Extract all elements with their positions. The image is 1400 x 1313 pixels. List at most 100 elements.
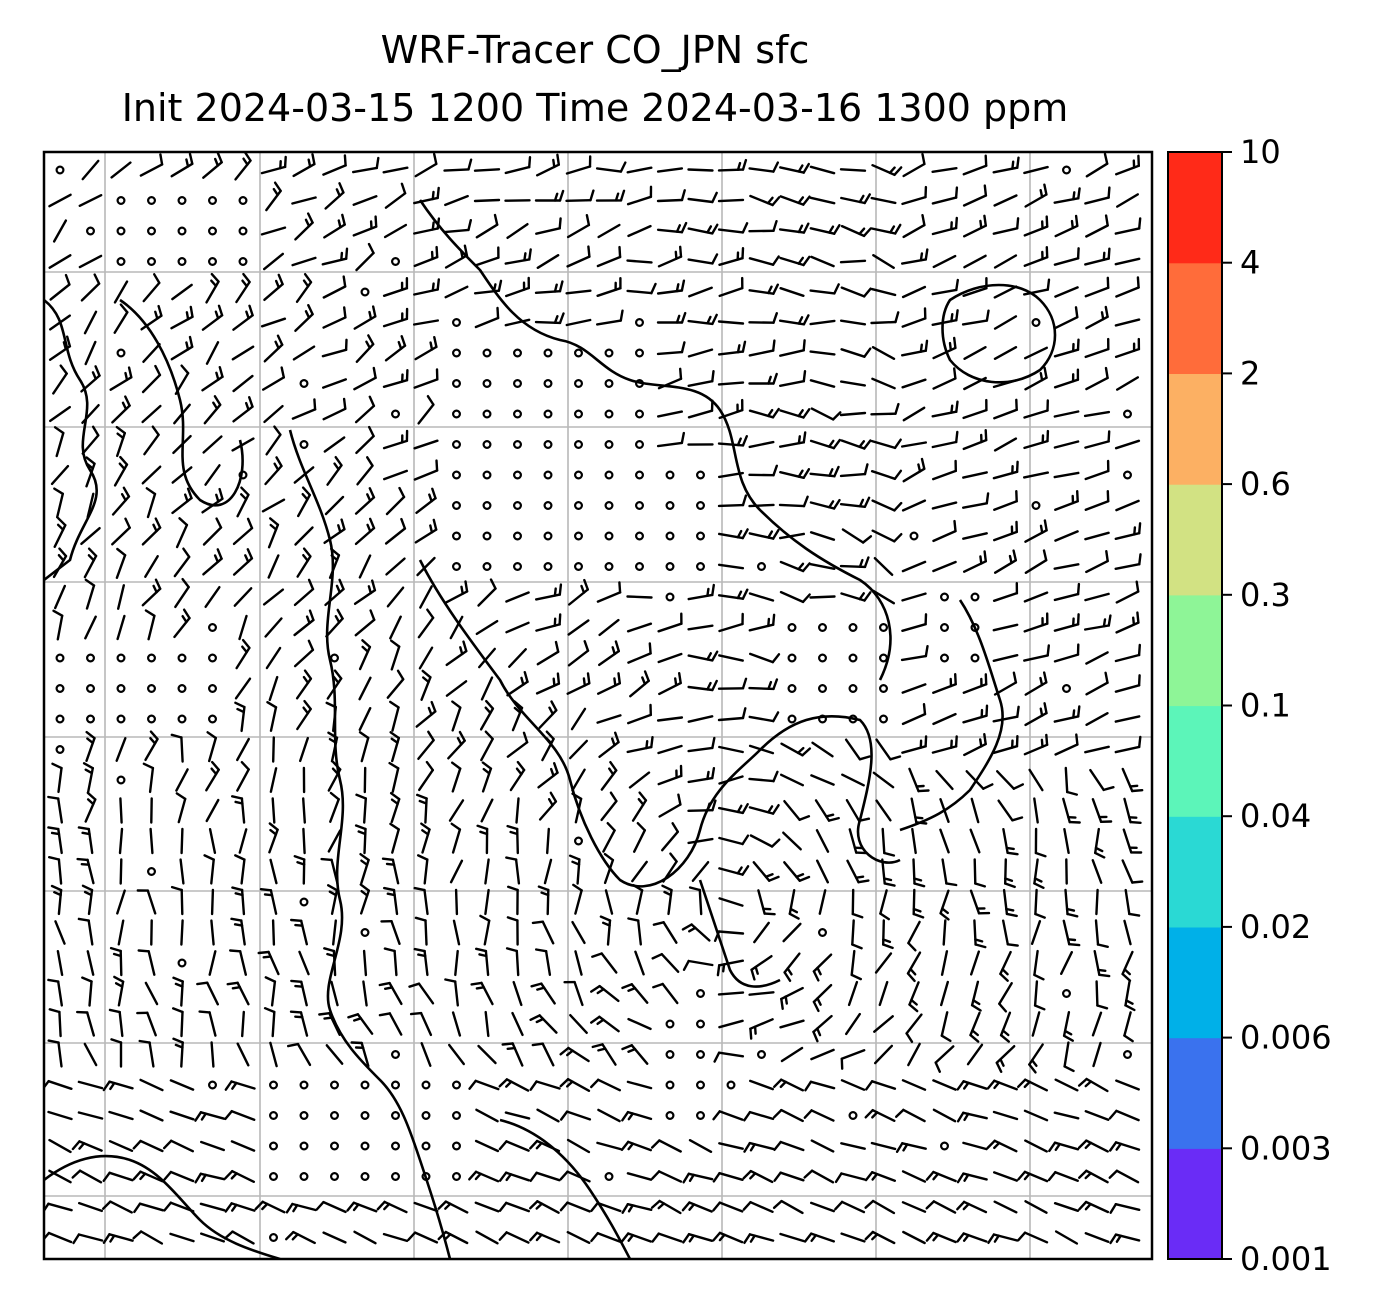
wind-barb	[657, 764, 683, 786]
wind-barb	[688, 886, 703, 916]
wind-barb	[1062, 1011, 1075, 1042]
colorbar-bin	[1168, 484, 1222, 596]
wind-barb	[993, 671, 1018, 696]
wind-barb	[77, 1111, 104, 1120]
wind-barb	[359, 883, 370, 915]
wind-barb	[376, 1200, 408, 1214]
wind-barb	[350, 1041, 370, 1068]
wind-barb	[507, 885, 519, 916]
wind-barb	[742, 1169, 774, 1184]
wind-barb	[382, 307, 409, 328]
wind-barb	[803, 1109, 835, 1122]
calm-wind-marker	[360, 1110, 370, 1120]
wind-barb	[414, 152, 438, 178]
wind-barb	[932, 254, 957, 269]
wind-barb	[1123, 919, 1132, 946]
calm-wind-marker	[85, 714, 95, 724]
wind-barb	[318, 1012, 341, 1037]
wind-barb	[566, 1138, 591, 1154]
wind-barb	[864, 1108, 896, 1123]
calm-wind-marker	[695, 1110, 705, 1120]
wind-barb	[718, 276, 744, 298]
wind-barb	[965, 770, 994, 790]
calm-wind-marker	[665, 531, 675, 541]
wind-barb	[602, 822, 616, 853]
wind-barb	[506, 731, 529, 758]
wind-barb	[633, 822, 646, 853]
wind-barb	[271, 797, 276, 824]
wind-barb	[413, 319, 439, 326]
wind-barb	[529, 1080, 561, 1091]
wind-barb	[839, 319, 867, 326]
wind-barb	[162, 1139, 195, 1153]
wind-barb	[204, 586, 221, 608]
wind-barb	[748, 407, 780, 419]
wind-barb	[749, 194, 781, 207]
wind-barb	[170, 733, 184, 763]
wind-barb	[596, 581, 622, 603]
wind-barb	[48, 1169, 72, 1184]
wind-barb	[101, 1200, 133, 1214]
wind-barb	[53, 487, 64, 519]
wind-barb	[498, 1231, 530, 1244]
wind-barb	[712, 1201, 744, 1213]
wind-barb	[803, 1232, 835, 1243]
wind-barb	[748, 528, 780, 540]
wind-barb	[779, 408, 811, 419]
wind-barb	[901, 683, 927, 694]
wind-barb	[969, 828, 981, 854]
wind-barb	[295, 669, 313, 700]
wind-barb	[687, 191, 718, 204]
wind-barb	[1054, 490, 1079, 511]
colorbar-tick-label: 0.02	[1240, 908, 1311, 946]
wind-barb	[386, 669, 405, 699]
calm-wind-marker	[452, 1171, 462, 1181]
wind-barb	[506, 222, 529, 240]
wind-barb	[118, 827, 124, 855]
wind-barb	[417, 854, 429, 885]
wind-barb	[47, 795, 63, 824]
wind-barb	[473, 168, 501, 172]
wind-barb	[1054, 214, 1079, 238]
wind-barb	[656, 167, 684, 173]
wind-barb	[962, 673, 988, 694]
graticule	[44, 152, 1152, 1259]
wind-barb	[661, 884, 673, 916]
wind-barb	[940, 950, 949, 976]
calm-wind-marker	[726, 1080, 736, 1090]
wind-barb	[931, 309, 959, 326]
wind-barb	[534, 312, 565, 325]
wind-barb	[477, 1044, 497, 1065]
wind-barb	[1053, 440, 1080, 449]
wind-barb	[322, 154, 347, 176]
wind-barb	[596, 309, 624, 326]
wind-barb	[202, 152, 223, 179]
wind-barb	[748, 804, 780, 815]
wind-barb	[437, 1200, 469, 1214]
coastline-south-central	[499, 1118, 632, 1259]
wind-barb	[687, 799, 717, 812]
wind-barb	[626, 1080, 653, 1090]
wind-barb	[52, 219, 68, 243]
wind-barb	[484, 888, 490, 916]
wind-barb	[77, 1080, 104, 1090]
wind-barb	[1114, 257, 1141, 266]
wind-barb	[413, 245, 439, 268]
wind-barb	[230, 917, 246, 946]
wind-barb	[1024, 671, 1048, 696]
wind-barb	[658, 793, 682, 818]
wind-barb	[864, 1199, 896, 1215]
wind-barb	[870, 311, 900, 325]
wind-barb	[293, 639, 315, 668]
wind-barb	[656, 279, 686, 295]
wind-barb	[289, 1010, 309, 1037]
wind-barb	[451, 700, 462, 732]
wind-barb	[718, 775, 744, 785]
wind-barb	[529, 1231, 561, 1244]
wind-barb	[572, 883, 583, 915]
wind-barb	[293, 855, 306, 885]
wind-barb	[484, 858, 490, 885]
wind-barb	[995, 1044, 1016, 1074]
calm-wind-marker	[330, 653, 340, 663]
wind-barb	[1024, 1139, 1048, 1153]
